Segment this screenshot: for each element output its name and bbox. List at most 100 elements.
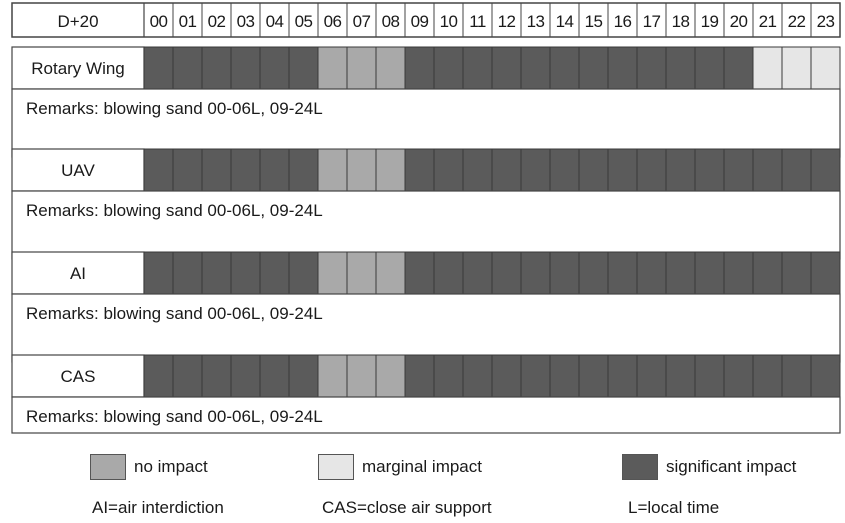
impact-cell bbox=[549, 354, 580, 398]
hour-label: 17 bbox=[643, 12, 661, 31]
impact-cell bbox=[404, 354, 435, 398]
impact-cell bbox=[433, 354, 464, 398]
impact-cell bbox=[317, 46, 348, 90]
impact-cell bbox=[259, 251, 290, 295]
impact-cell bbox=[636, 148, 667, 192]
impact-cell bbox=[317, 251, 348, 295]
impact-cell bbox=[491, 148, 522, 192]
impact-cell bbox=[781, 148, 812, 192]
impact-cell bbox=[346, 251, 377, 295]
impact-cell bbox=[462, 354, 493, 398]
hour-label: 12 bbox=[498, 12, 516, 31]
impact-cell bbox=[810, 251, 841, 295]
impact-chart: D+20 00 01 02 03 04 05 06 07 08 09 10 11 12 13 14 15 16 17… bbox=[11, 2, 841, 434]
impact-cell bbox=[810, 148, 841, 192]
impact-cell bbox=[172, 46, 203, 90]
impact-cell bbox=[172, 251, 203, 295]
hour-label: 19 bbox=[701, 12, 719, 31]
remarks-uav: Remarks: blowing sand 00-06L, 09-24L bbox=[26, 201, 323, 220]
impact-cell bbox=[491, 46, 522, 90]
impact-cell bbox=[723, 148, 754, 192]
hour-label: 03 bbox=[237, 12, 255, 31]
hour-label: 00 bbox=[150, 12, 168, 31]
remarks-box-rotary-wing bbox=[11, 88, 841, 158]
impact-cell bbox=[317, 354, 348, 398]
remarks-box-ai bbox=[11, 293, 841, 363]
impact-cell bbox=[810, 46, 841, 90]
legend-item-marginal-impact: marginal impact bbox=[318, 452, 482, 482]
hour-label: 20 bbox=[730, 12, 748, 31]
abbreviation-local-time: L=local time bbox=[628, 498, 720, 517]
row-label-rotary-wing: Rotary Wing bbox=[31, 59, 125, 78]
impact-cell bbox=[375, 354, 406, 398]
impact-cell bbox=[230, 46, 261, 90]
hour-label: 01 bbox=[179, 12, 197, 31]
remarks-box-uav bbox=[11, 190, 841, 260]
impact-cell bbox=[636, 354, 667, 398]
impact-cell bbox=[288, 148, 319, 192]
legend-item-significant-impact: significant impact bbox=[622, 452, 796, 482]
impact-cell bbox=[433, 46, 464, 90]
impact-cell bbox=[288, 251, 319, 295]
impact-cell bbox=[636, 251, 667, 295]
legend-swatch-marginal-impact bbox=[318, 454, 354, 480]
remarks-box-cas bbox=[11, 396, 841, 434]
row-label-uav: UAV bbox=[61, 161, 95, 180]
impact-cell bbox=[694, 46, 725, 90]
impact-cell bbox=[665, 148, 696, 192]
impact-cell bbox=[201, 251, 232, 295]
impact-cell bbox=[288, 46, 319, 90]
impact-cell bbox=[491, 251, 522, 295]
impact-cell bbox=[607, 46, 638, 90]
impact-cell bbox=[578, 354, 609, 398]
hour-label: 16 bbox=[614, 12, 632, 31]
impact-cell bbox=[433, 148, 464, 192]
impact-cell bbox=[143, 46, 174, 90]
hour-label: 13 bbox=[527, 12, 545, 31]
remarks-cas: Remarks: blowing sand 00-06L, 09-24L bbox=[26, 407, 323, 426]
impact-cell bbox=[752, 251, 783, 295]
hour-label: 11 bbox=[469, 12, 486, 31]
impact-cell bbox=[230, 148, 261, 192]
impact-cell bbox=[578, 251, 609, 295]
hour-label: 09 bbox=[411, 12, 429, 31]
hour-label: 10 bbox=[440, 12, 458, 31]
impact-cell bbox=[549, 251, 580, 295]
row-label-cas: CAS bbox=[61, 367, 96, 386]
impact-cell bbox=[172, 354, 203, 398]
hour-label: 02 bbox=[208, 12, 226, 31]
impact-cell bbox=[259, 354, 290, 398]
impact-cell bbox=[404, 251, 435, 295]
impact-cell bbox=[578, 46, 609, 90]
remarks-rotary-wing: Remarks: blowing sand 00-06L, 09-24L bbox=[26, 99, 323, 118]
impact-cell bbox=[578, 148, 609, 192]
legend-swatch-significant-impact bbox=[622, 454, 658, 480]
impact-cell bbox=[201, 354, 232, 398]
header-corner-label: D+20 bbox=[57, 12, 98, 31]
impact-cell bbox=[288, 354, 319, 398]
impact-cell bbox=[375, 46, 406, 90]
impact-cell bbox=[723, 354, 754, 398]
impact-cell bbox=[752, 148, 783, 192]
impact-cell bbox=[636, 46, 667, 90]
legend-label-no-impact: no impact bbox=[134, 457, 208, 476]
legend-label-significant-impact: significant impact bbox=[666, 457, 797, 476]
hour-label: 14 bbox=[556, 12, 574, 31]
impact-cell bbox=[520, 354, 551, 398]
impact-cell bbox=[694, 354, 725, 398]
impact-cell bbox=[781, 46, 812, 90]
impact-cell bbox=[346, 46, 377, 90]
legend-item-no-impact: no impact bbox=[90, 452, 208, 482]
impact-cell bbox=[665, 46, 696, 90]
impact-cell bbox=[752, 46, 783, 90]
impact-cell bbox=[462, 148, 493, 192]
impact-cell bbox=[723, 251, 754, 295]
abbreviation-cas: CAS=close air support bbox=[322, 498, 492, 517]
impact-cell bbox=[259, 148, 290, 192]
impact-cell bbox=[346, 354, 377, 398]
impact-cell bbox=[810, 354, 841, 398]
hour-label: 08 bbox=[382, 12, 400, 31]
impact-cell bbox=[549, 148, 580, 192]
hour-label: 21 bbox=[759, 12, 777, 31]
impact-cell bbox=[607, 251, 638, 295]
